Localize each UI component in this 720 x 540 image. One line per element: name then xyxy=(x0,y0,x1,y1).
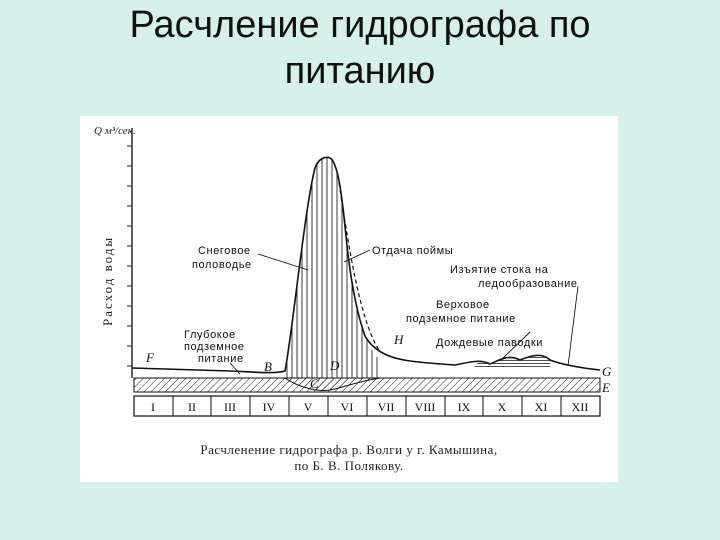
month-label: X xyxy=(498,400,507,414)
annotation-snow-flood-2: половодье xyxy=(192,259,252,271)
y-unit-label: Q м³/сек. xyxy=(94,125,136,137)
month-label: XII xyxy=(572,400,589,414)
month-label: III xyxy=(224,400,236,414)
slide-title-line-2: питанию xyxy=(284,50,436,92)
annotation-upper-ground-1: Верховое xyxy=(436,299,490,311)
point-letter-c: C xyxy=(310,376,319,391)
figure-caption-line-1: Расчленение гидрографа р. Волги у г. Кам… xyxy=(200,442,498,457)
point-letter-e: E xyxy=(601,380,610,395)
rain-flood-area xyxy=(475,355,550,368)
annotation-rain-floods: Дождевые паводки xyxy=(436,337,543,349)
slide-title-line-1: Расчление гидрографа по xyxy=(129,4,591,46)
annotation-deep-ground-1: Глубокое xyxy=(184,329,236,341)
point-letter-d: D xyxy=(329,358,340,373)
snow-flood-area xyxy=(285,157,380,378)
point-letter-g: G xyxy=(602,364,612,379)
hydrograph-diagram: Q м³/сек. Расход воды I II III IV V xyxy=(94,125,612,417)
month-label: VIII xyxy=(415,400,436,414)
annotation-upper-ground-2: подземное питание xyxy=(406,313,516,325)
hydrograph-figure: Q м³/сек. Расход воды I II III IV V xyxy=(80,116,618,482)
figure-caption-line-2: по Б. В. Полякову. xyxy=(294,458,404,473)
annotation-deep-ground-2: подземное xyxy=(184,341,245,353)
month-dividers xyxy=(172,396,562,416)
y-axis-ticks xyxy=(127,145,132,367)
y-axis-label: Расход воды xyxy=(100,236,115,326)
annotation-snow-flood-1: Снеговое xyxy=(198,245,251,257)
annotation-ice-withdrawal-1: Изъятие стока на xyxy=(450,264,549,276)
ground-water-dip xyxy=(283,377,381,391)
annotation-ice-withdrawal-2: ледообразование xyxy=(478,278,578,290)
month-label: IV xyxy=(263,400,276,414)
month-label: IX xyxy=(458,400,471,414)
annotation-deep-ground-3: питание xyxy=(198,353,244,365)
point-letter-f: F xyxy=(145,350,155,365)
month-label: VII xyxy=(378,400,395,414)
month-label: XI xyxy=(535,400,548,414)
month-label: II xyxy=(188,400,196,414)
point-letter-h: H xyxy=(393,332,404,347)
annotation-floodplain-return: Отдача поймы xyxy=(372,245,453,257)
month-label: I xyxy=(151,400,155,414)
month-label: V xyxy=(304,400,313,414)
month-label: VI xyxy=(341,400,354,414)
floodplain-return-curve xyxy=(337,175,381,353)
annotation-leaders xyxy=(229,249,579,375)
point-letter-b: B xyxy=(264,359,272,374)
